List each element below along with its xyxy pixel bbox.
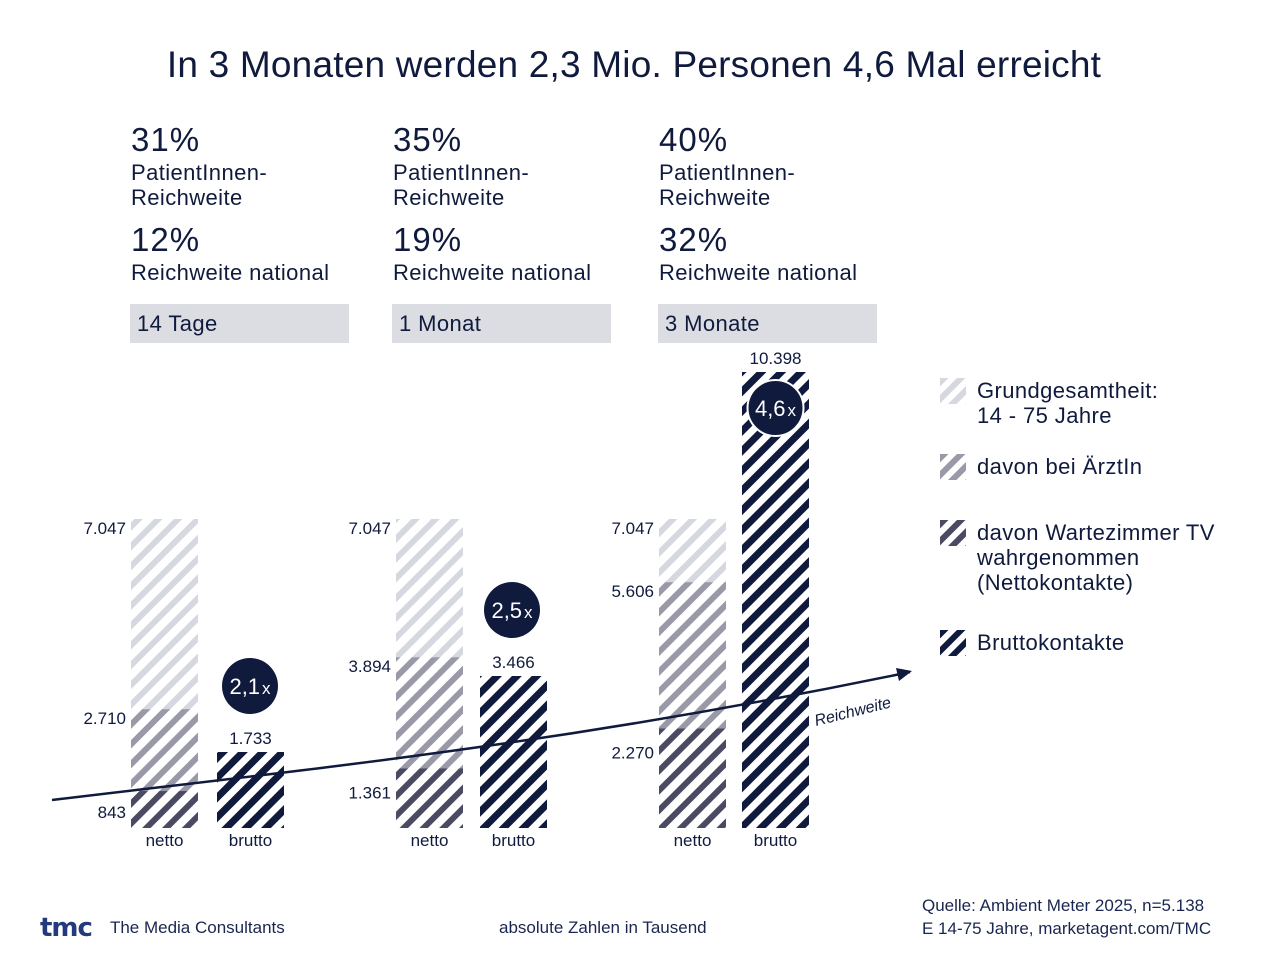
source-note: Quelle: Ambient Meter 2025, n=5.138 E 14…: [922, 894, 1211, 940]
value-label-aerztin: 2.710: [83, 709, 126, 728]
bar-bruttokontakte-3-monate: [742, 372, 809, 828]
legend-swatch-navy-stripes: [940, 630, 966, 656]
multiplier-bubble-14-tage: 2,1 x: [222, 658, 278, 714]
kpi-column-1-monat: 35% PatientInnen- Reichweite 19% Reichwe…: [393, 120, 633, 285]
bar-label-brutto: brutto: [754, 831, 797, 850]
bar-segment-grundgesamtheit-14-tage: [131, 518, 198, 710]
legend-item-aerztin: davon bei ÄrztIn: [940, 454, 1142, 480]
bubble-circle: [746, 379, 805, 437]
value-label-nettokontakte: 1.361: [348, 783, 391, 802]
legend-swatch-dark-stripes: [940, 520, 966, 546]
patient-reach-value: 40%: [659, 121, 729, 158]
bar-segment-nettokontakte-14-tage: [131, 791, 198, 828]
legend-label: Bruttokontakte: [977, 630, 1125, 655]
legend-label: davon Wartezimmer TV wahrgenommen (Netto…: [977, 520, 1215, 595]
legend-swatch-mid-stripes: [940, 454, 966, 480]
chart-title: In 3 Monaten werden 2,3 Mio. Personen 4,…: [166, 44, 1102, 85]
bars-layer: [131, 372, 809, 828]
unit-note: absolute Zahlen in Tausend: [499, 918, 707, 937]
bar-bruttokontakte-1-monat: [480, 676, 547, 828]
trend-arrow-head: [896, 668, 912, 681]
footer-branding: tmc The Media Consultants: [40, 913, 285, 943]
trend-arrow-label: Reichweite: [813, 694, 893, 729]
patient-reach-value: 35%: [393, 121, 463, 158]
bar-label-brutto: brutto: [492, 831, 535, 850]
bar-segment-nettokontakte-3-monate: [659, 728, 726, 828]
source-line-1: Quelle: Ambient Meter 2025, n=5.138: [922, 896, 1205, 915]
patient-reach-label: PatientInnen- Reichweite: [659, 160, 796, 210]
bar-segment-grundgesamtheit-1-monat: [396, 518, 463, 658]
legend-item-nettokontakte: davon Wartezimmer TV wahrgenommen (Netto…: [940, 520, 1215, 595]
value-label-grundgesamtheit: 7.047: [83, 519, 126, 538]
legend-label: Grundgesamtheit: 14 - 75 Jahre: [977, 378, 1159, 428]
value-label-bruttokontakte: 3.466: [492, 653, 535, 672]
period-label-3-monate: 3 Monate: [658, 304, 877, 343]
bubble-circle: [222, 658, 278, 714]
value-label-nettokontakte: 843: [98, 803, 126, 822]
labels-layer: 7.047 2.710 843 1.733 netto brutto 7.047 3.894 1…: [83, 349, 801, 850]
legend-item-grundgesamtheit: Grundgesamtheit: 14 - 75 Jahre: [940, 378, 1158, 428]
patient-reach-label: PatientInnen- Reichweite: [393, 160, 530, 210]
bar-segment-grundgesamtheit-3-monate: [659, 518, 726, 583]
trend-arrow-line: [51, 670, 911, 802]
multiplier-bubble-1-monat: 2,5 x: [484, 582, 540, 638]
value-label-grundgesamtheit: 7.047: [611, 519, 654, 538]
kpi-column-3-monate: 40% PatientInnen- Reichweite 32% Reichwe…: [659, 120, 899, 285]
source-line-2: E 14-75 Jahre, marketagent.com/TMC: [922, 919, 1212, 938]
national-reach-value: 19%: [393, 221, 463, 258]
period-label-1-monat: 1 Monat: [392, 304, 611, 343]
bar-segment-aerztin-14-tage: [131, 709, 198, 792]
tmc-logo: tmc: [40, 913, 93, 943]
value-label-aerztin: 5.606: [611, 582, 654, 601]
bar-bruttokontakte-14-tage: [217, 752, 284, 828]
national-reach-label: Reichweite national: [659, 260, 858, 285]
bar-label-brutto: brutto: [229, 831, 272, 850]
value-label-grundgesamtheit: 7.047: [348, 519, 391, 538]
multiplier-label: 2,1 x: [229, 674, 271, 699]
bar-label-netto: netto: [674, 831, 712, 850]
multiplier-label: 4,6 x: [755, 396, 797, 421]
bar-label-netto: netto: [146, 831, 184, 850]
bar-segment-aerztin-3-monate: [659, 582, 726, 729]
value-label-aerztin: 3.894: [348, 657, 391, 676]
legend-item-bruttokontakte: Bruttokontakte: [940, 630, 1124, 656]
company-name: The Media Consultants: [109, 918, 285, 937]
bar-segment-nettokontakte-1-monat: [396, 768, 463, 828]
national-reach-label: Reichweite national: [393, 260, 592, 285]
multiplier-label: 2,5 x: [491, 598, 533, 623]
value-label-nettokontakte: 2.270: [611, 743, 654, 762]
national-reach-value: 32%: [659, 221, 729, 258]
national-reach-value: 12%: [131, 221, 201, 258]
patient-reach-label: PatientInnen- Reichweite: [131, 160, 268, 210]
bar-label-netto: netto: [411, 831, 449, 850]
period-label-14-tage: 14 Tage: [130, 304, 349, 343]
multiplier-bubble-3-monate: 4,6 x: [746, 379, 805, 437]
value-label-bruttokontakte: 10.398: [750, 349, 802, 368]
multiplier-bubbles: 2,1 x 2,5 x 4,6 x: [222, 379, 805, 714]
legend-label: davon bei ÄrztIn: [977, 454, 1143, 479]
legend-swatch-light-stripes: [940, 378, 966, 404]
value-label-bruttokontakte: 1.733: [229, 729, 272, 748]
patient-reach-value: 31%: [131, 121, 201, 158]
national-reach-label: Reichweite national: [131, 260, 330, 285]
bubble-circle: [484, 582, 540, 638]
kpi-column-14-tage: 31% PatientInnen- Reichweite 12% Reichwe…: [131, 120, 371, 285]
